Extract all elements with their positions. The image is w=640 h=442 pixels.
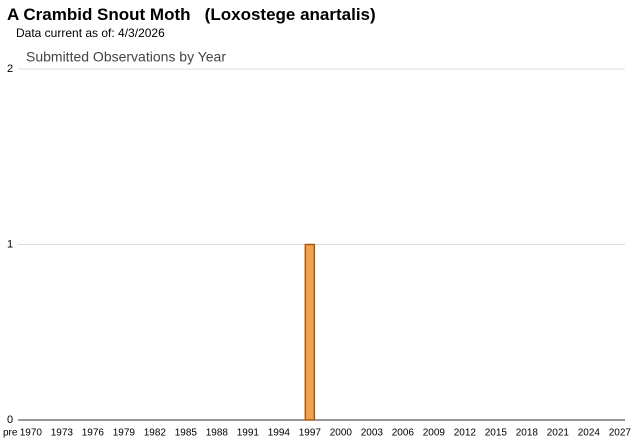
x-tick-label: 1997 [299,428,322,439]
x-tick-label: 2006 [392,428,415,439]
x-tick-label: 2012 [454,428,477,439]
y-tick-label: 0 [7,414,13,426]
chart-title: Submitted Observations by Year [26,49,226,65]
x-tick-label: 2018 [516,428,539,439]
page-title: A Crambid Snout Moth (Loxostege anartali… [7,5,376,24]
x-tick-label: 2027 [609,428,632,439]
x-tick-label: 2009 [423,428,446,439]
x-tick-label: 1991 [237,428,260,439]
x-tick-label: 2003 [361,428,384,439]
x-tick-label: 1994 [268,428,291,439]
x-tick-label: 1970 [20,428,43,439]
x-tick-label: 1976 [82,428,105,439]
x-tick-label: 2024 [578,428,601,439]
x-tick-label: 1973 [51,428,74,439]
x-tick-label: 2000 [330,428,353,439]
x-tick-label: pre [3,428,18,439]
x-tick-label: 2015 [485,428,508,439]
page-subtitle: Data current as of: 4/3/2026 [16,26,165,40]
y-tick-label: 1 [7,238,13,250]
x-tick-label: 1985 [175,428,198,439]
x-tick-label: 2021 [547,428,570,439]
y-tick-label: 2 [7,63,13,75]
x-tick-label: 1988 [206,428,229,439]
x-tick-label: 1982 [144,428,167,439]
x-tick-label: 1979 [113,428,136,439]
bar [304,243,316,421]
